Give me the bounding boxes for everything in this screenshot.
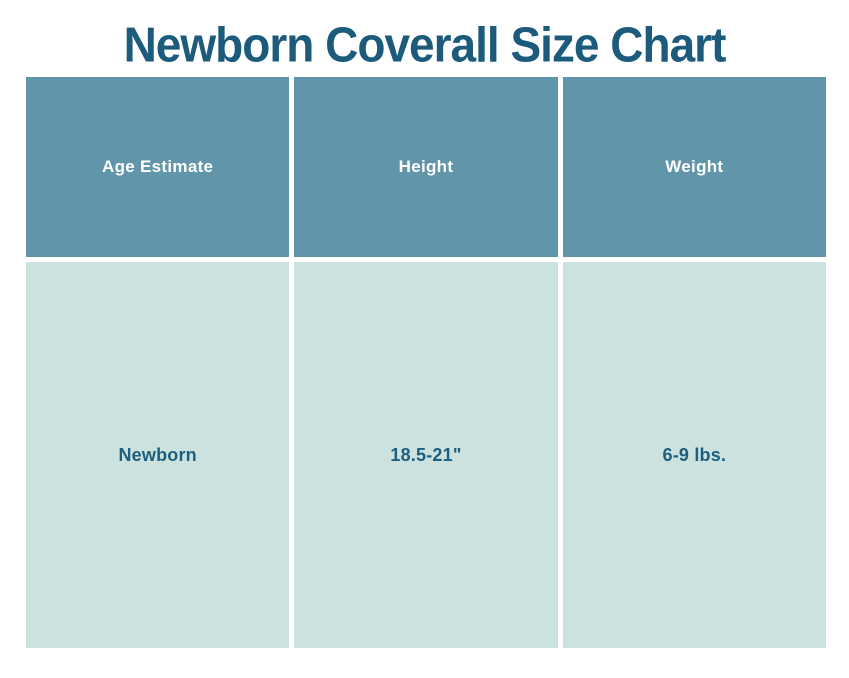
value-age-estimate: Newborn	[118, 444, 197, 465]
header-cell-weight: Weight	[562, 77, 826, 257]
size-chart-table: Age Estimate Height Weight Newborn 18.5-…	[26, 77, 826, 648]
header-label-weight: Weight	[665, 157, 724, 176]
body-cell-height: 18.5-21"	[294, 262, 558, 648]
value-weight: 6-9 lbs.	[662, 444, 727, 465]
value-height: 18.5-21"	[390, 444, 462, 465]
header-label-height: Height	[398, 157, 454, 176]
page-title: Newborn Coverall Size Chart	[123, 16, 727, 72]
header-cell-height: Height	[294, 77, 558, 257]
body-cell-weight: 6-9 lbs.	[562, 262, 826, 648]
header-label-age-estimate: Age Estimate	[102, 157, 214, 176]
header-cell-age-estimate: Age Estimate	[26, 77, 290, 257]
body-cell-age-estimate: Newborn	[26, 262, 290, 648]
